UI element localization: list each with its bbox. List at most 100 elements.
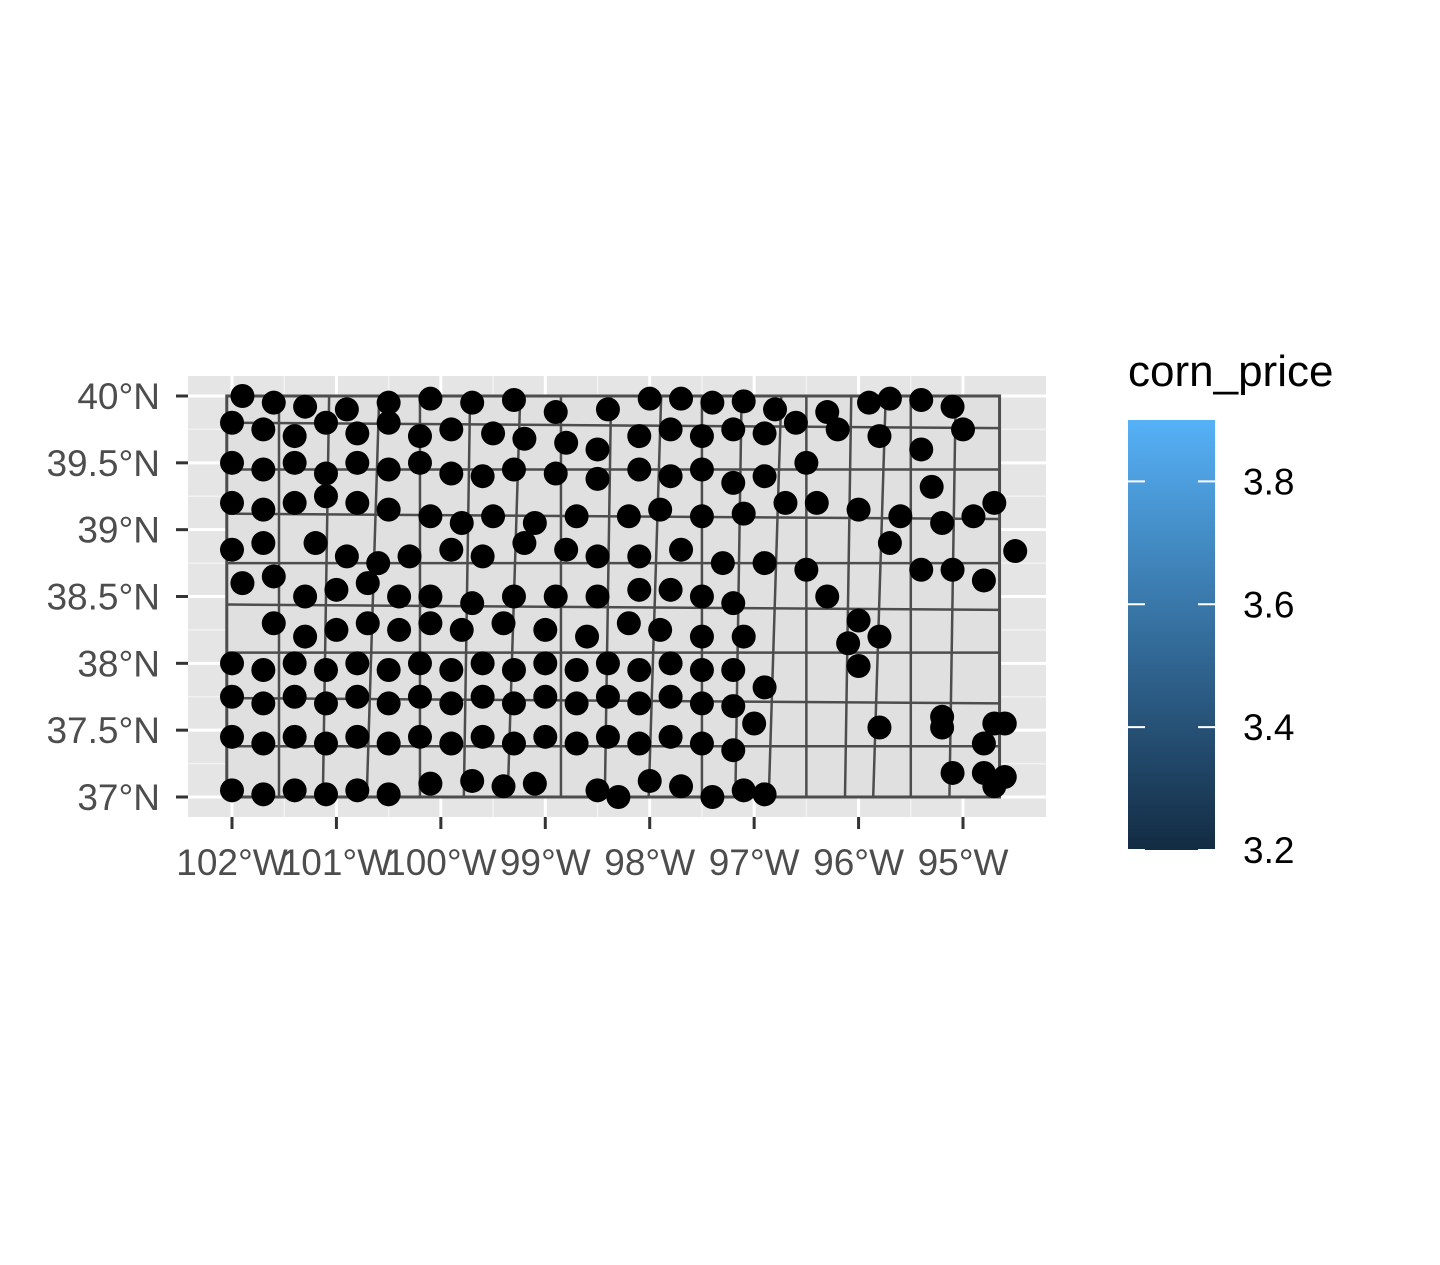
data-point — [585, 437, 610, 462]
data-point — [251, 691, 276, 716]
legend-tick-label: 3.4 — [1243, 707, 1294, 748]
data-point — [627, 424, 652, 449]
y-tick-label: 39°N — [77, 510, 160, 551]
data-point — [543, 461, 568, 486]
data-point — [637, 768, 662, 793]
data-point — [627, 544, 652, 569]
data-point — [564, 504, 589, 529]
data-point — [909, 437, 934, 462]
data-point — [230, 384, 255, 408]
data-point — [637, 386, 662, 411]
legend-title: corn_price — [1128, 347, 1333, 396]
data-point — [251, 731, 276, 756]
data-point — [804, 490, 829, 515]
data-point — [293, 584, 318, 609]
data-point — [439, 658, 464, 683]
data-point — [282, 450, 307, 475]
county-line — [226, 603, 1000, 612]
data-point — [554, 430, 579, 455]
data-point — [376, 497, 401, 522]
data-point — [261, 611, 286, 636]
data-point — [449, 617, 474, 642]
data-point — [460, 768, 485, 793]
county-line — [365, 395, 381, 798]
data-point — [992, 764, 1017, 789]
data-point — [220, 724, 244, 749]
data-point — [230, 571, 255, 596]
x-tick-label: 101°W — [281, 842, 393, 883]
data-point — [491, 774, 516, 799]
data-point — [261, 564, 286, 589]
data-point — [658, 651, 683, 676]
data-point — [220, 651, 244, 676]
y-tick-label: 37.5°N — [46, 710, 160, 751]
data-point — [387, 584, 412, 609]
data-point — [439, 417, 464, 442]
data-point — [220, 537, 244, 562]
data-point — [470, 464, 495, 489]
data-point — [689, 584, 714, 609]
data-point — [554, 537, 579, 562]
x-tick-label: 96°W — [813, 842, 904, 883]
data-point — [627, 577, 652, 602]
data-point — [689, 658, 714, 683]
data-point — [877, 531, 902, 556]
data-point — [407, 424, 432, 449]
data-point — [658, 724, 683, 749]
data-point — [376, 731, 401, 756]
data-point — [533, 684, 558, 709]
data-point — [815, 584, 840, 609]
data-point — [564, 731, 589, 756]
data-point — [971, 731, 996, 756]
y-tick-label: 39.5°N — [46, 443, 160, 484]
data-point — [418, 584, 443, 609]
data-point — [575, 624, 600, 649]
legend-colorbar — [1128, 420, 1215, 850]
data-point — [345, 684, 370, 709]
data-point — [669, 774, 694, 799]
data-point — [376, 457, 401, 482]
data-point — [658, 577, 683, 602]
data-point — [512, 531, 537, 556]
data-point — [501, 731, 526, 756]
data-point — [825, 417, 850, 442]
data-point — [481, 504, 506, 529]
data-point — [783, 410, 808, 435]
data-point — [867, 715, 892, 740]
data-point — [595, 684, 620, 709]
data-point — [313, 410, 338, 435]
data-point — [585, 584, 610, 609]
data-point — [857, 390, 882, 415]
data-point — [501, 388, 526, 413]
data-point — [658, 417, 683, 442]
data-point — [220, 684, 244, 709]
data-point — [982, 490, 1007, 515]
data-point — [220, 410, 244, 435]
data-point — [595, 397, 620, 422]
data-point — [930, 510, 955, 535]
x-tick-label: 100°W — [385, 842, 497, 883]
data-point — [324, 577, 349, 602]
data-point — [501, 584, 526, 609]
data-point — [700, 785, 725, 809]
data-point — [606, 785, 631, 809]
data-point — [794, 450, 819, 475]
data-point — [407, 651, 432, 676]
data-point — [355, 611, 380, 636]
data-point — [303, 531, 328, 556]
data-point — [627, 658, 652, 683]
data-point — [992, 711, 1017, 736]
data-point — [251, 531, 276, 556]
data-point — [282, 424, 307, 449]
x-tick-label: 102°W — [176, 842, 288, 883]
data-point — [522, 510, 547, 535]
data-point — [512, 426, 537, 451]
data-point — [815, 400, 840, 425]
data-point — [543, 400, 568, 425]
data-point — [376, 782, 401, 807]
data-point — [919, 474, 944, 499]
data-point — [721, 658, 746, 683]
data-point — [376, 390, 401, 415]
